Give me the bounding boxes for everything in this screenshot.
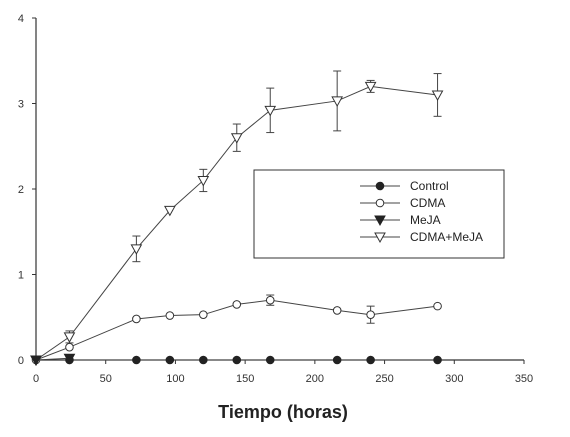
y-tick-label: 3 bbox=[18, 99, 24, 111]
data-point bbox=[232, 300, 242, 309]
legend-marker bbox=[374, 232, 386, 244]
y-tick-label: 1 bbox=[18, 270, 24, 282]
data-point bbox=[165, 355, 175, 365]
data-point bbox=[332, 355, 342, 365]
data-point bbox=[65, 342, 74, 352]
series-meja bbox=[30, 353, 76, 367]
data-point bbox=[164, 205, 176, 217]
x-tick-label: 100 bbox=[166, 373, 184, 385]
data-point bbox=[232, 355, 242, 365]
data-point bbox=[264, 105, 277, 117]
data-point bbox=[431, 90, 444, 101]
data-point bbox=[433, 355, 442, 365]
data-point bbox=[332, 306, 342, 315]
data-point bbox=[30, 355, 42, 367]
x-tick-label: 350 bbox=[515, 373, 533, 385]
x-tick-label: 50 bbox=[100, 373, 112, 385]
series-line bbox=[35, 299, 438, 361]
legend-label: CDMA+MeJA bbox=[410, 230, 483, 244]
legend-label: Control bbox=[410, 179, 449, 193]
legend: Control CDMA MeJA CDMA+MeJA bbox=[253, 169, 505, 259]
legend-marker bbox=[375, 198, 385, 208]
x-tick-label: 200 bbox=[306, 373, 324, 385]
legend-label: CDMA bbox=[410, 196, 445, 210]
y-tick-label: 0 bbox=[18, 355, 24, 367]
series-line bbox=[35, 357, 70, 361]
data-point bbox=[130, 244, 143, 255]
data-point bbox=[331, 96, 344, 107]
y-tick-label: 2 bbox=[18, 184, 24, 196]
y-tick-label: 4 bbox=[18, 13, 24, 25]
series-control bbox=[65, 355, 442, 365]
data-point bbox=[63, 353, 76, 365]
data-point bbox=[265, 295, 275, 305]
data-point bbox=[199, 355, 208, 365]
data-point bbox=[132, 314, 141, 324]
data-point bbox=[230, 133, 243, 144]
data-point bbox=[197, 175, 210, 187]
x-tick-label: 150 bbox=[236, 373, 254, 385]
data-point bbox=[132, 355, 141, 365]
data-point bbox=[366, 355, 375, 365]
x-tick-label: 250 bbox=[375, 373, 393, 385]
legend-marker bbox=[374, 215, 386, 227]
series-cdma-meja bbox=[30, 70, 444, 367]
data-point bbox=[63, 332, 76, 343]
data-point bbox=[265, 355, 275, 365]
data-point bbox=[366, 310, 375, 319]
data-point bbox=[165, 311, 175, 320]
legend-marker bbox=[375, 181, 385, 191]
tick-labels: 0 50 100 150 200 250 300 350 0 1 2 3 4 bbox=[18, 13, 533, 385]
x-tick-label: 0 bbox=[33, 373, 39, 385]
legend-label: MeJA bbox=[410, 213, 441, 227]
x-axis-label: Tiempo (horas) bbox=[218, 402, 348, 422]
data-point bbox=[199, 310, 208, 319]
series-line bbox=[35, 85, 438, 361]
plot-area bbox=[30, 70, 444, 367]
x-tick-label: 300 bbox=[445, 373, 463, 385]
data-point bbox=[364, 81, 377, 93]
data-point bbox=[433, 301, 442, 311]
